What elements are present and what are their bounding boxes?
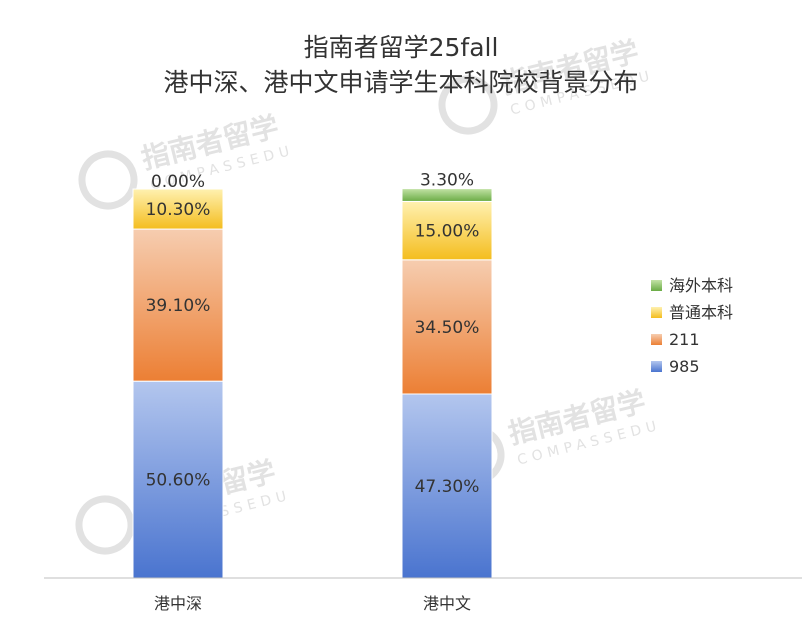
data-label-211-港中文: 34.50% (415, 318, 480, 338)
legend-label: 985 (669, 357, 700, 376)
legend-label: 211 (669, 330, 700, 349)
bar-普通本科-港中文 (401, 200, 493, 261)
bar-海外本科-港中文 (401, 188, 493, 202)
chart-title-line-2: 港中深、港中文申请学生本科院校背景分布 (163, 68, 638, 97)
data-label-普通本科-港中文: 15.00% (415, 222, 480, 242)
data-label-海外本科-港中文: 3.30% (420, 171, 474, 191)
x-tick-label-0: 港中深 (154, 594, 202, 613)
bar-985-港中文 (401, 393, 493, 579)
legend-swatch (651, 307, 662, 318)
bar-layer (132, 188, 493, 579)
legend-swatch (651, 361, 662, 372)
watermark-logo-icon (78, 150, 138, 210)
legend-swatch (651, 280, 662, 291)
legend-item: 211 (651, 330, 700, 349)
data-label-985-港中文: 47.30% (415, 477, 480, 497)
bar-985-港中深 (132, 380, 224, 579)
data-label-211-港中深: 39.10% (146, 296, 211, 316)
legend-item: 985 (651, 357, 700, 376)
data-label-普通本科-港中深: 10.30% (146, 200, 211, 220)
watermark-logo-icon (75, 495, 135, 555)
legend-label: 海外本科 (669, 276, 733, 295)
legend-label: 普通本科 (669, 303, 733, 322)
watermark-logo-icon (438, 75, 498, 135)
chart-title-line-1: 指南者留学25fall (304, 33, 499, 62)
data-label-海外本科-港中深: 0.00% (151, 172, 205, 192)
data-label-985-港中深: 50.60% (146, 471, 211, 491)
x-tick-label-1: 港中文 (423, 594, 471, 613)
bar-普通本科-港中深 (132, 188, 224, 230)
data-label-layer: 50.60% 39.10% 10.30% 0.00% 47.30% 34.50% 15.00… (146, 171, 480, 497)
bar-211-港中深 (132, 228, 224, 382)
legend-swatch (651, 334, 662, 345)
legend-item: 海外本科 (651, 276, 733, 295)
legend-item: 普通本科 (651, 303, 733, 322)
